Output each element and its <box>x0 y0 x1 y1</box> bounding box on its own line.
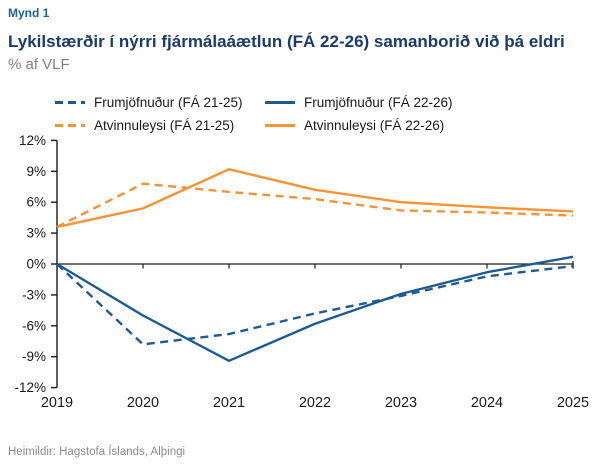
chart-subtitle: % af VLF <box>8 56 70 73</box>
legend-item-frumjofnudur-old: Frumjöfnuður (FÁ 21-25) <box>55 95 265 110</box>
x-axis-label: 2025 <box>557 395 589 411</box>
legend-row: Frumjöfnuður (FÁ 21-25) Frumjöfnuður (FÁ… <box>55 91 595 114</box>
dashed-blue-line-swatch-icon <box>55 101 85 104</box>
legend-label: Atvinnuleysi (FÁ 21-25) <box>94 118 235 133</box>
series-line-frumj-fnu-ur-f-21-25- <box>56 263 574 346</box>
y-axis-label: 6% <box>26 195 46 210</box>
legend-row: Atvinnuleysi (FÁ 21-25) Atvinnuleysi (FÁ… <box>55 114 595 137</box>
chart-legend: Frumjöfnuður (FÁ 21-25) Frumjöfnuður (FÁ… <box>55 91 595 137</box>
solid-orange-line-swatch-icon <box>265 124 295 127</box>
series-line-frumj-fnu-ur-f-22-26- <box>56 255 574 363</box>
legend-item-atvinnuleysi-old: Atvinnuleysi (FÁ 21-25) <box>55 118 265 133</box>
legend-label: Frumjöfnuður (FÁ 21-25) <box>94 95 243 110</box>
y-axis-label: -12% <box>14 380 46 395</box>
y-axis-label: -3% <box>22 287 46 302</box>
series-line-atvinnuleysi-f-22-26- <box>56 168 574 229</box>
legend-item-frumjofnudur-new: Frumjöfnuður (FÁ 22-26) <box>265 95 453 110</box>
y-axis-label: 12% <box>19 135 46 148</box>
y-axis-label: 3% <box>26 226 46 241</box>
legend-label: Frumjöfnuður (FÁ 22-26) <box>304 95 453 110</box>
y-axis-label: -9% <box>22 349 46 364</box>
y-axis-label: 0% <box>26 257 46 272</box>
y-axis-label: -6% <box>22 318 46 333</box>
x-axis-label: 2020 <box>127 395 159 411</box>
source-note: Heimildir: Hagstofa Íslands, Alþingi <box>8 446 186 458</box>
line-chart: -12% -9% -6% -3% 0% 3% 6% 9% 12% 2019 2020 2021 2022… <box>14 135 589 411</box>
x-axis-label: 2021 <box>213 395 245 411</box>
x-axis-label: 2024 <box>471 395 503 411</box>
dashed-orange-line-swatch-icon <box>55 124 85 127</box>
legend-item-atvinnuleysi-new: Atvinnuleysi (FÁ 22-26) <box>265 118 444 133</box>
y-axis-label: 9% <box>26 164 46 179</box>
x-axis-label: 2019 <box>41 395 73 411</box>
legend-label: Atvinnuleysi (FÁ 22-26) <box>304 118 445 133</box>
x-axis-label: 2022 <box>299 395 331 411</box>
chart-title: Lykilstærðir í nýrri fjármálaáætlun (FÁ … <box>8 32 565 51</box>
x-axis-label: 2023 <box>385 395 417 411</box>
figure-label: Mynd 1 <box>8 6 50 20</box>
series-line-atvinnuleysi-f-21-25- <box>56 182 574 228</box>
solid-blue-line-swatch-icon <box>265 101 295 104</box>
